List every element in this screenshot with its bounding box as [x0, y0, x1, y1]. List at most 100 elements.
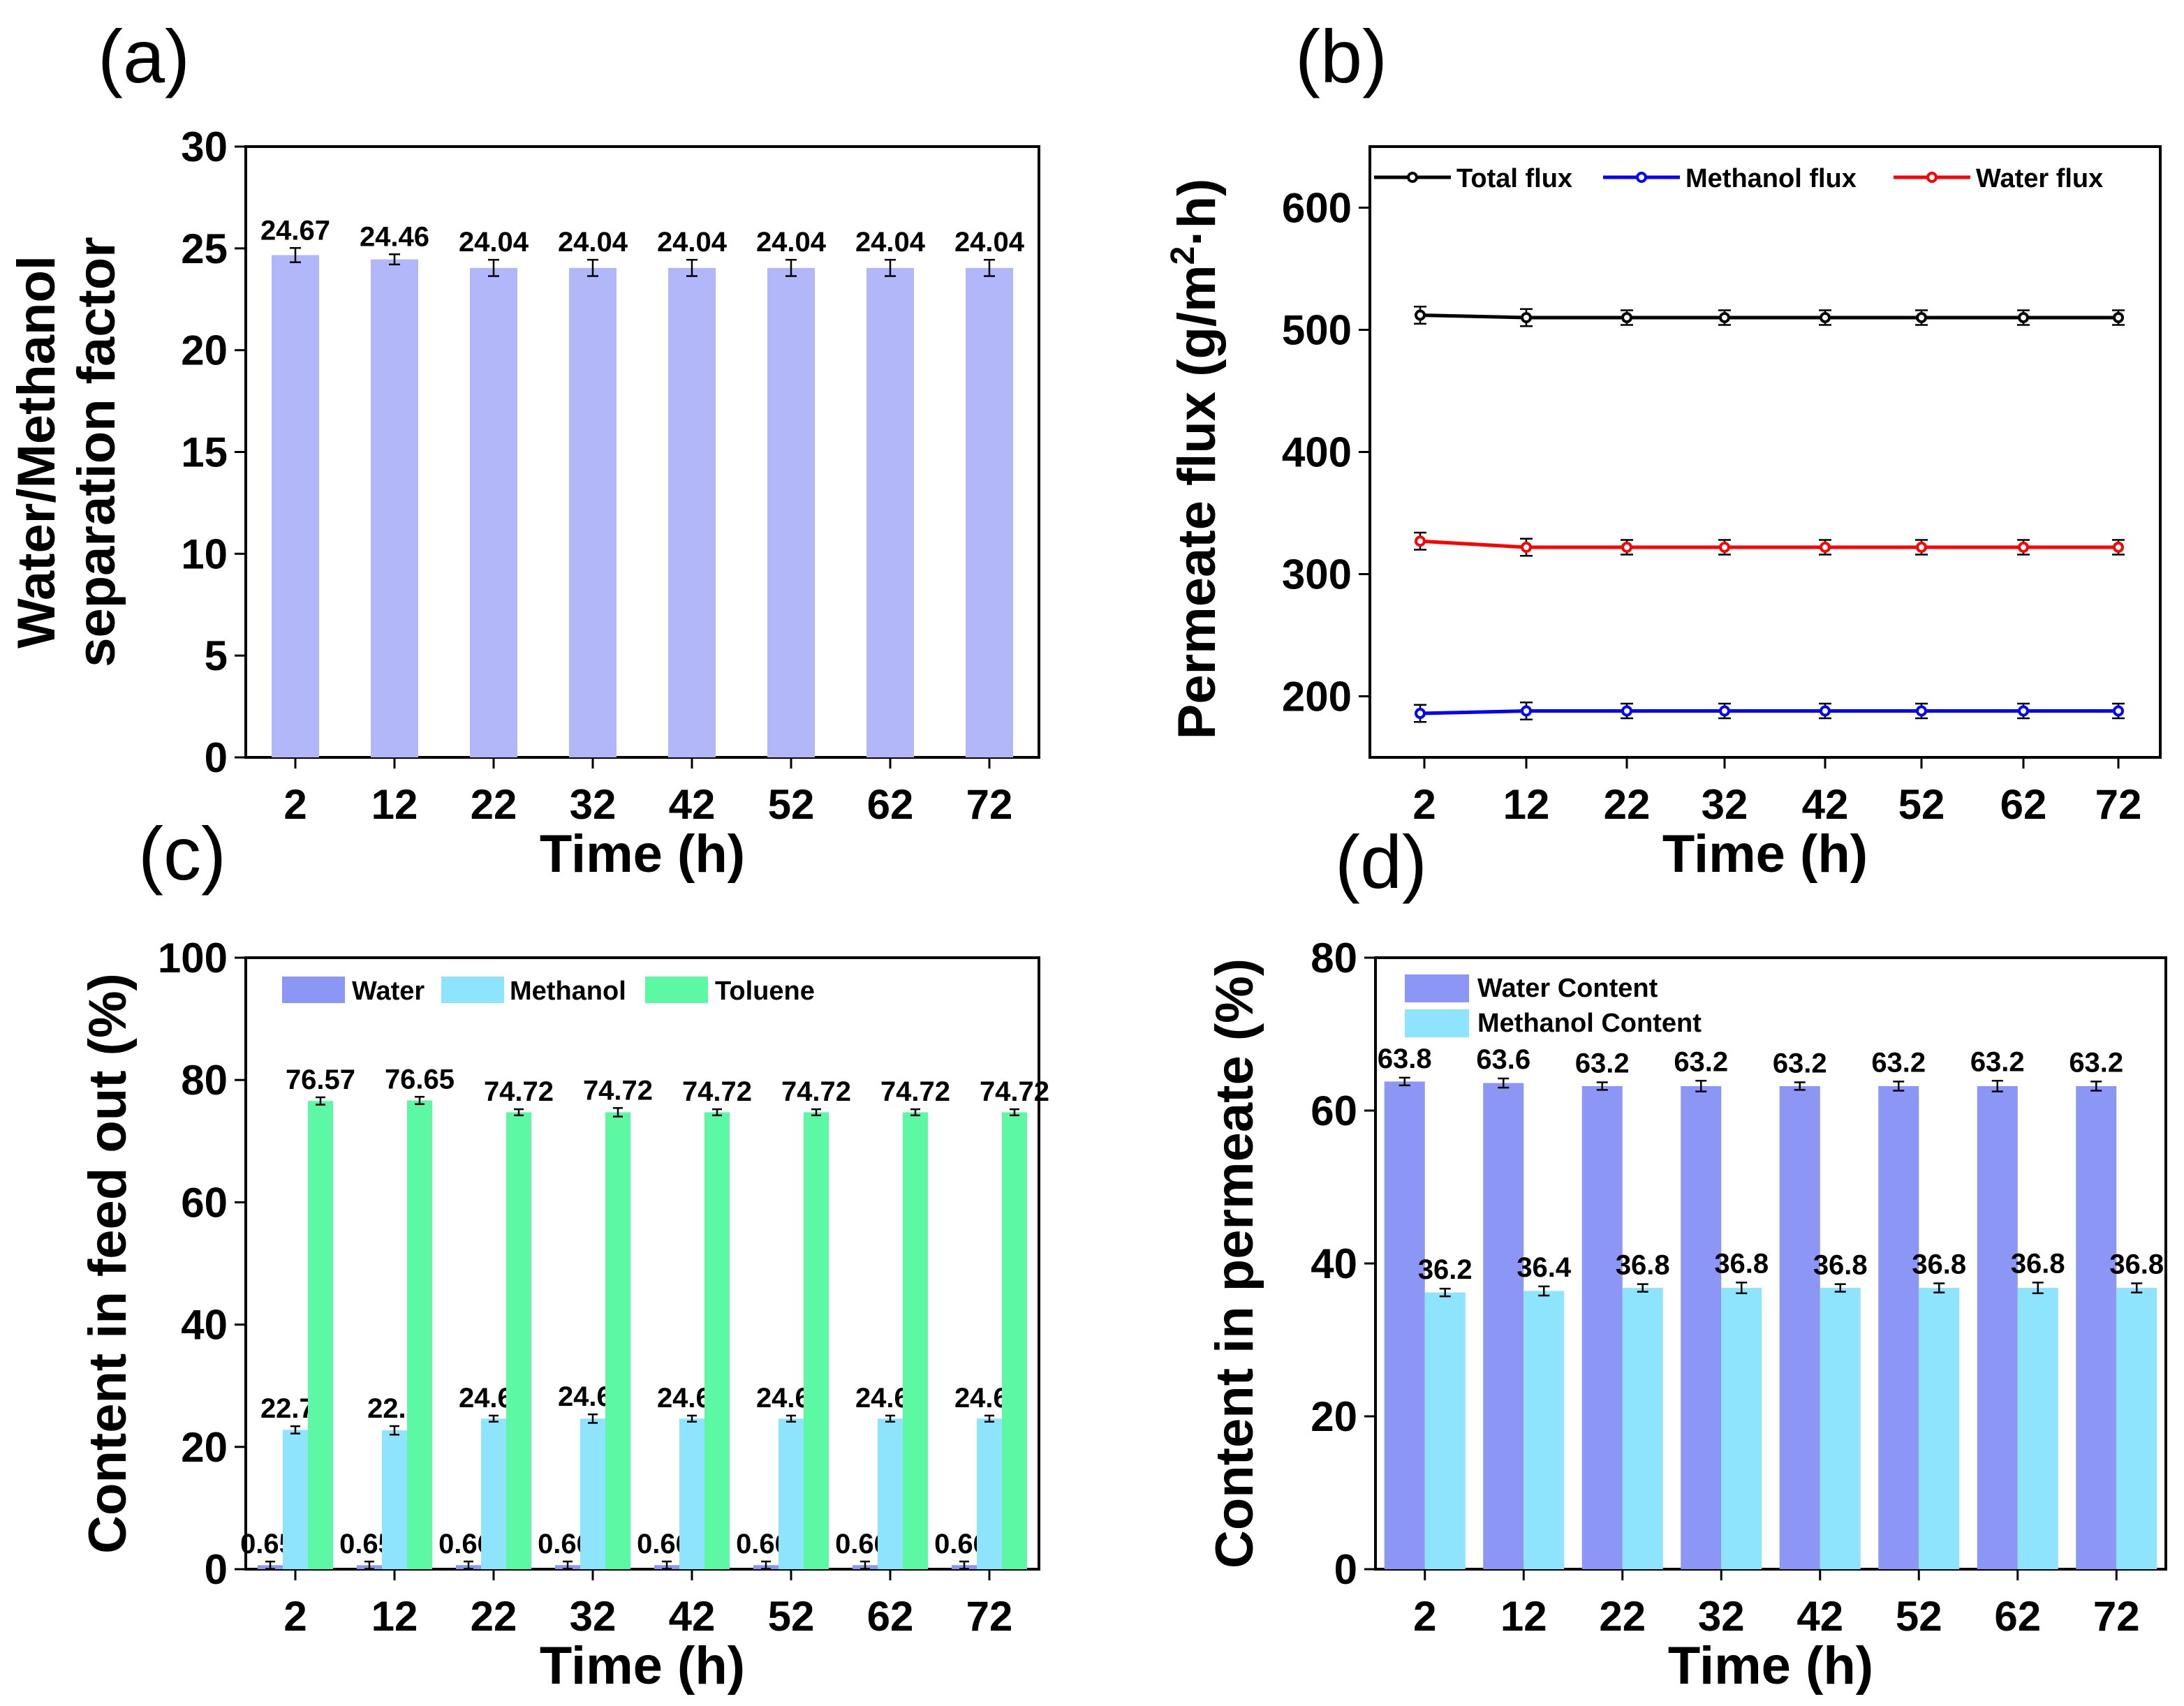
x-tick-label: 72: [2095, 781, 2142, 828]
bar: [371, 259, 418, 757]
y-tick-label: 0: [205, 1546, 228, 1593]
x-tick-label: 42: [1802, 781, 1849, 828]
legend-swatch: [1405, 974, 1469, 1002]
plot-frame: [1368, 145, 2162, 759]
bar: [506, 1112, 531, 1569]
bar: [1721, 1288, 1762, 1569]
bar: [679, 1418, 704, 1569]
y-axis-title-superscript: 2: [1165, 246, 1202, 265]
legend-label: Total flux: [1456, 164, 1572, 193]
data-point: [2018, 705, 2029, 717]
bar-value-label: 63.2: [1970, 1046, 2025, 1077]
y-tick-label: 400: [1282, 429, 1352, 476]
bar: [2116, 1288, 2157, 1569]
x-axis-title: Time (h): [1668, 1636, 1873, 1696]
y-tick-label: 60: [181, 1179, 228, 1226]
bar: [878, 1418, 903, 1569]
x-tick-label: 32: [1702, 781, 1748, 828]
data-point: [2018, 312, 2029, 323]
bar-value-label: 36.8: [2011, 1248, 2065, 1279]
legend-label: Water Content: [1477, 974, 1658, 1003]
x-tick-label: 22: [1599, 1593, 1646, 1640]
bar: [308, 1101, 333, 1569]
chart-panel-a: 0 5 10 15 20 25 30 2 12 22 32 42 52 62 72 Time (h) 24.67…: [7, 124, 1040, 884]
bar: [1424, 1292, 1466, 1569]
bar-value-label: 76.57: [286, 1065, 355, 1095]
bar-value-label: 36.8: [1714, 1248, 1769, 1279]
legend-swatch-marker: [1636, 172, 1647, 183]
y-axis-title-line1: Water/Methanol: [7, 255, 66, 648]
data-point: [1916, 542, 1927, 553]
y-axis-title-main: Permeate flux (g/m: [1167, 265, 1227, 739]
data-point: [1521, 705, 1532, 717]
bar: [1384, 1081, 1425, 1569]
data-point: [1719, 542, 1730, 553]
y-tick-label: 0: [205, 734, 228, 781]
legend-label: Methanol: [510, 977, 626, 1006]
bar-value-label: 63.2: [1575, 1048, 1630, 1078]
x-tick-label: 2: [283, 1593, 307, 1640]
bar-value-label: 24.04: [954, 227, 1025, 258]
bar: [580, 1418, 605, 1569]
bar-value-label: 63.2: [2069, 1047, 2123, 1078]
bar-value-label: 24.04: [756, 227, 827, 258]
x-tick-label: 12: [371, 781, 418, 828]
bar: [1919, 1288, 1960, 1569]
bar: [668, 267, 716, 757]
y-tick-label: 30: [181, 124, 228, 170]
x-tick-label: 32: [570, 781, 617, 828]
plot-frame: [244, 956, 1040, 1571]
x-tick-label: 12: [1500, 1593, 1547, 1640]
bar: [966, 267, 1013, 757]
bar-value-label: 76.65: [385, 1064, 455, 1095]
y-tick-label: 200: [1282, 674, 1352, 720]
bar: [1581, 1085, 1623, 1569]
y-tick-label: 25: [181, 225, 228, 272]
x-tick-label: 2: [1412, 781, 1436, 828]
bar-value-label: 63.6: [1476, 1044, 1530, 1075]
x-axis-title: Time (h): [540, 824, 745, 884]
y-tick-label: 10: [181, 531, 228, 577]
legend-swatch-marker: [1926, 172, 1938, 183]
bar: [481, 1418, 506, 1569]
x-tick-label: 62: [867, 781, 914, 828]
x-tick-label: 42: [669, 1593, 716, 1640]
bar: [1820, 1288, 1861, 1569]
x-tick-label: 62: [1994, 1593, 2041, 1640]
bar-value-label: 36.8: [1912, 1249, 1966, 1280]
y-tick-label: 40: [181, 1302, 228, 1349]
x-tick-label: 42: [669, 781, 716, 828]
y-tick-label: 15: [181, 429, 228, 476]
data-point: [1415, 708, 1426, 719]
bar: [283, 1430, 308, 1569]
data-point: [2113, 312, 2124, 323]
y-tick-label: 100: [158, 935, 228, 981]
bar: [569, 267, 617, 757]
data-point: [1916, 312, 1927, 323]
bar: [977, 1418, 1002, 1569]
bar-value-label: 63.2: [1674, 1046, 1728, 1077]
bar: [779, 1418, 804, 1569]
bar-value-label: 36.8: [1616, 1250, 1670, 1281]
y-axis-title-line2: separation factor: [67, 237, 126, 667]
x-axis-title: Time (h): [1662, 824, 1868, 884]
legend-swatch: [441, 977, 504, 1003]
x-axis-title: Time (h): [540, 1636, 745, 1696]
bar-value-label: 36.8: [1813, 1250, 1868, 1281]
x-tick-label: 52: [768, 1593, 815, 1640]
x-tick-label: 52: [768, 781, 815, 828]
bar-value-label: 74.72: [484, 1076, 554, 1107]
bar-value-label: 24.04: [657, 227, 728, 258]
chart-panel-b: 200 300 400 500 600 2 12 22 32 42 52 62 72 Time (h) To…: [1165, 145, 2162, 884]
series-line: [1419, 539, 2118, 549]
y-axis-title: Permeate flux (g/m2·h): [1165, 179, 1227, 740]
bar: [605, 1112, 630, 1569]
x-tick-label: 72: [966, 1593, 1013, 1640]
panel-label-b: (b): [1295, 14, 1387, 98]
data-point: [1719, 312, 1730, 323]
x-tick-label: 42: [1796, 1593, 1843, 1640]
bar-value-label: 36.2: [1418, 1254, 1473, 1285]
panel-label-a: (a): [98, 14, 190, 98]
x-tick-label: 32: [570, 1593, 617, 1640]
